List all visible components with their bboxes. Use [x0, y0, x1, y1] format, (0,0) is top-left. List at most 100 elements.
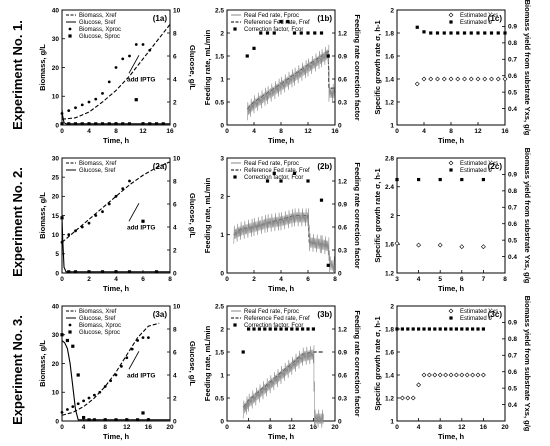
- y2-tick-label: 8: [173, 178, 177, 185]
- data-point: [468, 76, 474, 82]
- legend-swatch: [233, 27, 237, 31]
- y2-tick-label: 0.9: [338, 201, 347, 208]
- data-point: [326, 263, 330, 267]
- data-point: [121, 187, 125, 191]
- data-point: [107, 202, 111, 206]
- data-point: [74, 106, 77, 110]
- y-axis-label: Specific growth rate σ, h-1: [373, 20, 382, 114]
- annotation-label: add IPTG: [127, 76, 156, 83]
- x-tick-label: 4: [422, 128, 426, 135]
- data-point: [480, 372, 486, 378]
- data-point: [76, 402, 80, 406]
- data-point: [141, 336, 145, 340]
- y2-tick-label: 6: [173, 53, 177, 60]
- x-tick-label: 4: [87, 128, 91, 135]
- y-tick-label: 1: [220, 372, 224, 379]
- series-line: [61, 340, 170, 421]
- data-point: [125, 418, 129, 422]
- y-tick-label: 1.2: [385, 395, 394, 402]
- y-tick-label: 0: [55, 418, 59, 425]
- y-tick-label: 1.5: [215, 53, 224, 60]
- x-tick-label: 4: [247, 424, 251, 431]
- data-point: [80, 225, 84, 229]
- data-point: [443, 372, 449, 378]
- data-point: [435, 76, 440, 82]
- y2-tick-label: 1.2: [338, 178, 347, 185]
- data-point: [459, 244, 465, 250]
- data-point: [148, 48, 152, 52]
- y-tick-label: 1.4: [385, 76, 394, 83]
- x-tick-label: 6: [306, 276, 310, 283]
- data-point: [87, 270, 91, 274]
- x-tick-label: 7: [482, 276, 486, 283]
- data-point: [311, 327, 315, 331]
- data-point: [306, 179, 310, 183]
- y-tick-label: 15: [52, 213, 60, 220]
- data-point: [455, 76, 461, 82]
- legend-label: Biomass, Xref: [79, 13, 117, 19]
- data-point: [319, 31, 324, 35]
- x-tick-label: 12: [304, 128, 312, 135]
- chart-3c: 0 4 8 12 16 20 1 1.2 1.4 1.6 1.8 2 0.4 0.5 0.6 0.7 0.8 0.…: [373, 296, 532, 441]
- x-tick-label: 12: [123, 424, 131, 431]
- y-tick-label: 2.5: [215, 7, 224, 14]
- data-point: [471, 327, 475, 331]
- x-tick-label: 0: [225, 276, 229, 283]
- data-point: [442, 31, 446, 35]
- y-tick-label: 2.8: [385, 155, 394, 162]
- panel-tag: (3a): [153, 310, 168, 319]
- y2-tick-label: 1.2: [338, 326, 347, 333]
- series-line: [61, 24, 171, 120]
- y2-tick-label: 0.9: [508, 24, 517, 31]
- y2-tick-label: 0.7: [508, 353, 517, 360]
- y-axis-label: Biomass, g/L: [38, 340, 47, 387]
- y2-tick-label: 0.5: [508, 89, 517, 96]
- data-point: [141, 411, 145, 415]
- y2-axis-label: Feeding rate correction factor: [353, 310, 362, 416]
- data-point: [433, 327, 437, 331]
- data-point: [475, 76, 481, 82]
- y-axis-label: Feeding rate, mL/min: [203, 177, 212, 253]
- data-point: [100, 270, 105, 274]
- chart-3b: 0 4 8 12 16 2000.511.522.500.30.60.91.2Time, …: [203, 303, 362, 441]
- y-tick-label: 3: [220, 155, 224, 162]
- y2-tick-label: 0: [338, 122, 342, 129]
- legend-swatch: [449, 316, 453, 320]
- y-tick-label: 20: [52, 65, 60, 72]
- x-tick-label: 8: [168, 276, 172, 283]
- data-point: [290, 327, 294, 331]
- x-tick-label: 0: [60, 424, 64, 431]
- data-point: [92, 418, 96, 422]
- data-point: [449, 327, 453, 331]
- y-tick-label: 1.4: [385, 372, 394, 379]
- data-point: [136, 339, 140, 342]
- data-point: [127, 122, 132, 126]
- data-point: [462, 31, 467, 35]
- y-tick-label: 25: [52, 174, 60, 181]
- y-tick-label: 1.6: [385, 349, 394, 356]
- y-tick-label: 2: [390, 213, 394, 220]
- data-point: [252, 327, 256, 331]
- data-point: [120, 364, 123, 368]
- data-point: [272, 31, 276, 35]
- data-point: [82, 399, 85, 403]
- y2-tick-label: 2: [173, 247, 177, 254]
- y2-tick-label: 0.8: [508, 188, 517, 195]
- data-point: [154, 122, 159, 126]
- x-axis-label: Time, h: [103, 136, 130, 145]
- data-point: [125, 356, 129, 360]
- data-point: [127, 270, 132, 274]
- legend-swatch: [448, 12, 454, 18]
- data-point: [87, 122, 91, 126]
- data-point: [71, 344, 75, 348]
- data-point: [272, 171, 276, 175]
- row-label-3: Experiment No. 3.: [10, 315, 25, 425]
- data-point: [464, 372, 470, 378]
- data-point: [60, 216, 64, 220]
- y2-tick-label: 0.6: [508, 221, 517, 228]
- panel-tag: (1b): [317, 14, 332, 23]
- data-point: [94, 97, 98, 101]
- data-point: [428, 76, 434, 82]
- data-point: [268, 327, 272, 331]
